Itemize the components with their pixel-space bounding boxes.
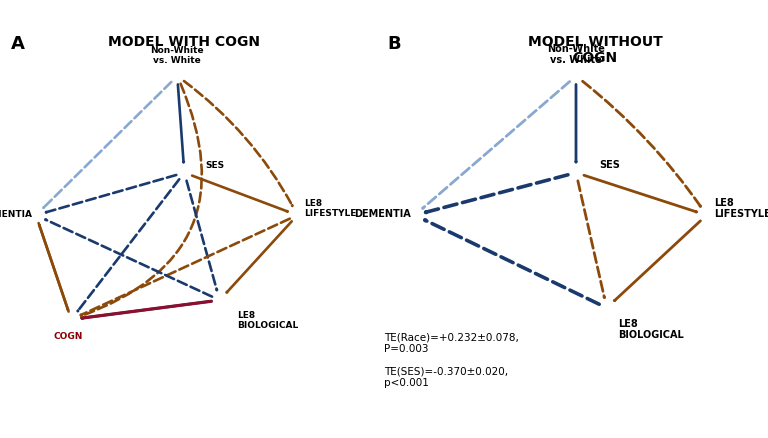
Text: SES: SES — [599, 159, 620, 170]
Text: SES: SES — [206, 160, 225, 170]
Text: Non-White
vs. White: Non-White vs. White — [547, 44, 605, 65]
Text: A: A — [12, 35, 25, 53]
Text: MODEL WITH COGN: MODEL WITH COGN — [108, 35, 260, 49]
Text: LE8
BIOLOGICAL: LE8 BIOLOGICAL — [237, 310, 299, 329]
Text: Non-White
vs. White: Non-White vs. White — [151, 46, 204, 65]
Text: MODEL WITHOUT
COGN: MODEL WITHOUT COGN — [528, 35, 663, 65]
Text: LE8
LIFESTYLE: LE8 LIFESTYLE — [714, 197, 768, 219]
Text: TE(Race)=+0.232±0.078,
P=0.003

TE(SES)=-0.370±0.020,
p<0.001: TE(Race)=+0.232±0.078, P=0.003 TE(SES)=-… — [384, 331, 519, 388]
Text: COGN: COGN — [53, 331, 82, 340]
Text: DEMENTIA: DEMENTIA — [354, 209, 411, 219]
Text: LE8
LIFESTYLE: LE8 LIFESTYLE — [304, 198, 357, 218]
Text: LE8
BIOLOGICAL: LE8 BIOLOGICAL — [618, 318, 684, 339]
Text: DEMENTIA: DEMENTIA — [0, 209, 32, 218]
Text: B: B — [388, 35, 402, 53]
